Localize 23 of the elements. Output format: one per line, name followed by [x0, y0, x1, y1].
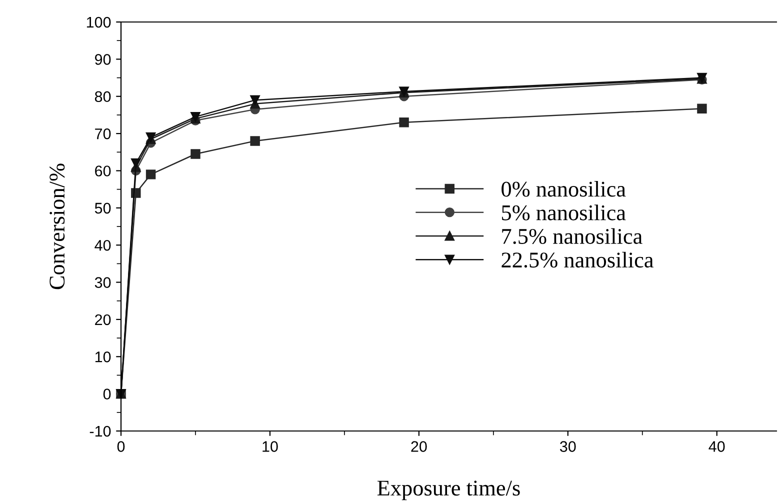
x-tick-label: 30 [560, 441, 576, 452]
legend-label: 5% nanosilica [502, 204, 626, 220]
x-tick-label: 0 [117, 441, 125, 452]
legend-label: 0% nanosilica [502, 181, 626, 197]
y-tick-label: 60 [95, 166, 111, 176]
y-tick-label: 70 [95, 128, 111, 140]
y-tick-label: 0 [103, 388, 111, 400]
y-tick-label: 90 [95, 54, 111, 65]
y-tick-label: 80 [94, 91, 111, 102]
x-tick-label: 40 [708, 441, 725, 452]
y-tick-label: 10 [95, 352, 111, 362]
y-tick-label: 50 [94, 202, 111, 214]
x-tick-label: 10 [262, 441, 278, 452]
y-axis-title: Conversion/% [50, 164, 65, 290]
x-tick-label: 20 [411, 441, 427, 452]
legend-label: 22.5% nanosilica [502, 252, 654, 268]
y-tick-label: 100 [86, 16, 111, 28]
y-tick-label: -10 [90, 426, 111, 437]
legend-label: 7.5% nanosilica [502, 228, 642, 244]
x-axis-title: Exposure time/s [377, 480, 520, 500]
y-tick-label: 30 [94, 277, 111, 288]
y-tick-label: 40 [94, 240, 111, 251]
y-tick-label: 20 [95, 314, 111, 326]
